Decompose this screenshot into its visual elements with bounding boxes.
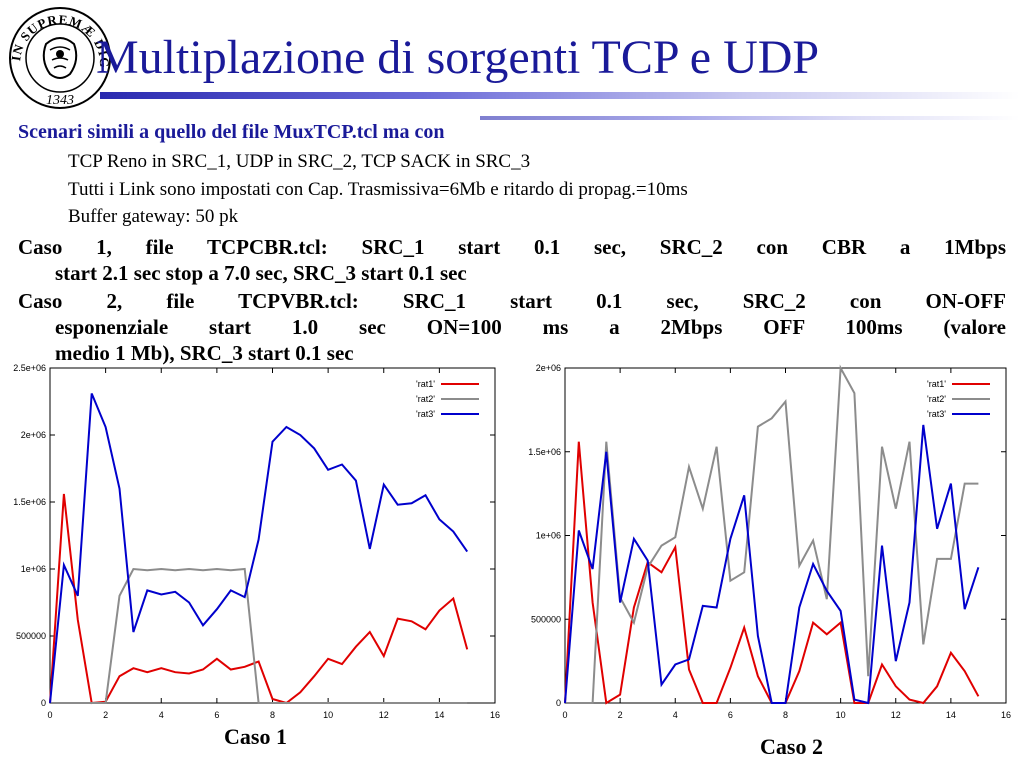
y-tick-label: 1.5e+06 <box>528 447 561 457</box>
series-line-rat3 <box>49 393 469 704</box>
chart-caso-2: 0 2 4 6 8 10 12 14 16 0 500000 1e+06 1.5e+06 2e+06 'ra… <box>510 362 1022 722</box>
x-tick-label: 0 <box>47 710 52 720</box>
seal-year: 1343 <box>46 93 74 108</box>
legend-label-rat2: 'rat2' <box>927 394 946 404</box>
series-line-rat1 <box>49 493 469 705</box>
x-tick-label: 16 <box>490 710 500 720</box>
x-tick-label: 6 <box>214 710 219 720</box>
chart-caso-1-svg: 0 2 4 6 8 10 12 14 16 0 500000 1e+06 1.5e+06 2e+06 2.5… <box>13 363 500 720</box>
sub-item-buffer: Buffer gateway: 50 pk <box>68 206 239 227</box>
sub-item-link-config: Tutti i Link sono impostati con Cap. Tra… <box>68 179 688 200</box>
x-tick-label: 10 <box>323 710 333 720</box>
university-seal-logo: IN SUPREMÆ DIGNITATIS 1343 <box>1 0 114 112</box>
y-tick-label: 500000 <box>531 614 561 624</box>
legend-label-rat3: 'rat3' <box>927 409 946 419</box>
caso1-line1: Caso 1, file TCPCBR.tcl: SRC_1 start 0.1… <box>18 235 1006 259</box>
x-tick-label: 8 <box>783 710 788 720</box>
x-tick-label: 12 <box>891 710 901 720</box>
y-tick-label: 2e+06 <box>536 363 561 373</box>
series-line-rat2 <box>50 567 468 704</box>
y-tick-label: 0 <box>556 698 561 708</box>
series-line-rat2 <box>565 364 979 704</box>
x-tick-label: 4 <box>673 710 678 720</box>
caso2-line2: esponenziale start 1.0 sec ON=100 ms a 2… <box>55 315 1006 339</box>
bullet-scenari: Scenari simili a quello del file MuxTCP.… <box>18 121 445 143</box>
y-tick-label: 2.5e+06 <box>13 363 46 373</box>
chart-caso-1: 0 2 4 6 8 10 12 14 16 0 500000 1e+06 1.5e+06 2e+06 2.5… <box>0 362 505 722</box>
y-tick-label: 2e+06 <box>21 430 46 440</box>
legend-label-rat2: 'rat2' <box>416 394 435 404</box>
x-tick-label: 2 <box>618 710 623 720</box>
caso2-line3: medio 1 Mb), SRC_3 start 0.1 sec <box>55 341 354 365</box>
y-tick-label: 1.5e+06 <box>13 497 46 507</box>
x-tick-label: 8 <box>270 710 275 720</box>
caso2-line1: Caso 2, file TCPVBR.tcl: SRC_1 start 0.1… <box>18 289 1006 313</box>
x-tick-label: 14 <box>946 710 956 720</box>
y-tick-label: 1e+06 <box>536 531 561 541</box>
caso1-line2: start 2.1 sec stop a 7.0 sec, SRC_3 star… <box>55 261 467 285</box>
title-underline-decoration <box>100 92 1020 120</box>
x-tick-label: 10 <box>836 710 846 720</box>
x-tick-label: 16 <box>1001 710 1011 720</box>
legend-label-rat1: 'rat1' <box>416 379 435 389</box>
x-tick-label: 2 <box>103 710 108 720</box>
x-tick-label: 14 <box>434 710 444 720</box>
legend-label-rat3: 'rat3' <box>416 409 435 419</box>
bullet-caso-2: Caso 2, file TCPVBR.tcl: SRC_1 start 0.1… <box>18 288 1006 366</box>
plot-frame <box>564 367 1007 704</box>
y-tick-label: 0 <box>41 698 46 708</box>
bullet-caso-1: Caso 1, file TCPCBR.tcl: SRC_1 start 0.1… <box>18 234 1006 286</box>
caption-caso-2: Caso 2 <box>760 734 823 759</box>
slide-title: Multiplazione di sorgenti TCP e UDP <box>96 31 820 84</box>
series-line-rat3 <box>564 424 980 705</box>
x-tick-label: 12 <box>379 710 389 720</box>
y-tick-label: 500000 <box>16 631 46 641</box>
x-tick-label: 6 <box>728 710 733 720</box>
caption-caso-1: Caso 1 <box>224 724 287 749</box>
x-tick-label: 0 <box>562 710 567 720</box>
sub-item-tcp-reno: TCP Reno in SRC_1, UDP in SRC_2, TCP SAC… <box>68 151 531 172</box>
y-tick-label: 1e+06 <box>21 564 46 574</box>
chart-caso-2-svg: 0 2 4 6 8 10 12 14 16 0 500000 1e+06 1.5e+06 2e+06 'ra… <box>528 363 1011 720</box>
x-tick-label: 4 <box>159 710 164 720</box>
legend-label-rat1: 'rat1' <box>927 379 946 389</box>
